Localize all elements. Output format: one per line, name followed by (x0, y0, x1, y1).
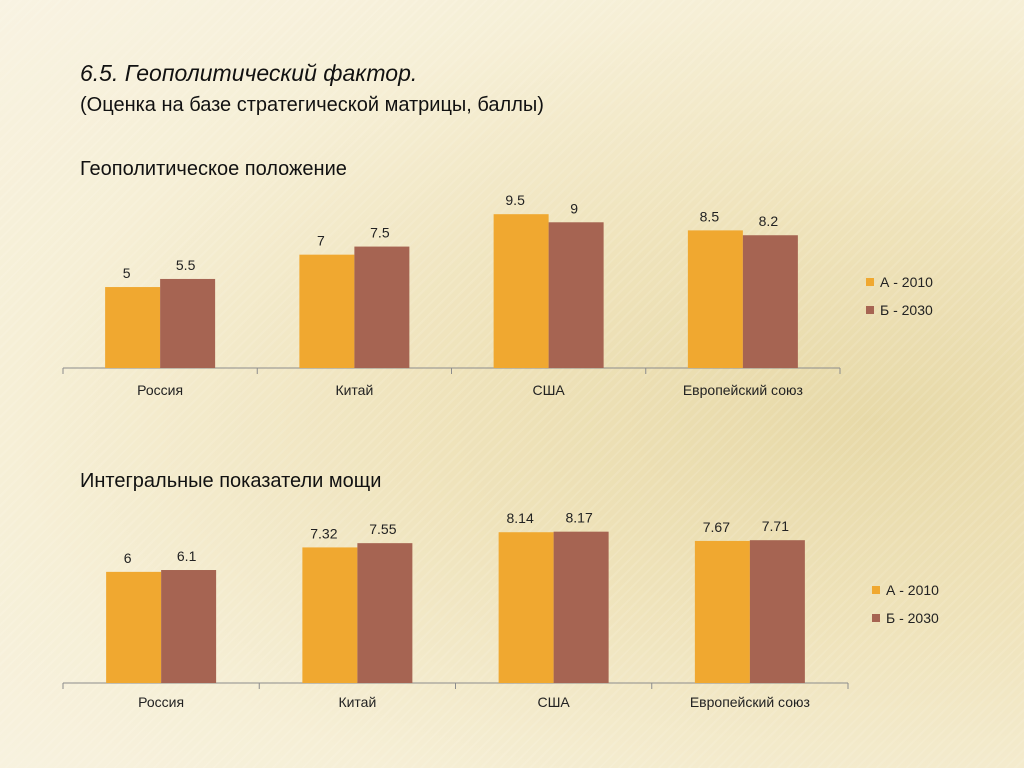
bar-a (694, 540, 750, 683)
category-label: Китай (335, 382, 373, 398)
category-label: Европейский союз (690, 694, 810, 710)
data-label: 9 (570, 200, 578, 216)
bar-b (553, 531, 609, 683)
bar-b (749, 540, 805, 683)
data-label: 8.5 (700, 208, 720, 224)
chart-1-title: Геополитическое положение (80, 158, 347, 180)
data-label: 7 (317, 233, 325, 249)
legend-label-a: А - 2010 (880, 274, 933, 290)
bar-a (687, 230, 743, 368)
data-label: 5.5 (176, 257, 196, 273)
slide-title: 6.5. Геополитический фактор. (80, 60, 418, 86)
legend-label-b: Б - 2030 (886, 610, 939, 626)
legend-item-a: А - 2010 (872, 576, 939, 604)
bar-b (161, 570, 217, 683)
category-label: Россия (137, 382, 183, 398)
legend-swatch-a (872, 586, 880, 594)
bar-a (105, 287, 161, 368)
bar-b (354, 246, 410, 368)
bar-b (357, 543, 413, 683)
data-label: 7.5 (370, 225, 390, 241)
legend-swatch-b (872, 614, 880, 622)
data-label: 6.1 (177, 548, 197, 564)
data-label: 8.14 (507, 510, 534, 526)
bar-b (548, 222, 604, 368)
data-label: 9.5 (505, 192, 525, 208)
data-label: 7.67 (703, 519, 730, 535)
legend-swatch-b (866, 306, 874, 314)
bar-a (299, 254, 355, 368)
legend-item-a: А - 2010 (866, 268, 933, 296)
data-label: 8.2 (759, 213, 779, 229)
bar-a (498, 532, 554, 683)
chart-2-legend: А - 2010 Б - 2030 (872, 576, 939, 632)
category-label: Китай (338, 694, 376, 710)
data-label: 6 (124, 550, 132, 566)
legend-label-b: Б - 2030 (880, 302, 933, 318)
category-label: Европейский союз (683, 382, 803, 398)
legend-item-b: Б - 2030 (866, 296, 933, 324)
legend-swatch-a (866, 278, 874, 286)
slide-subtitle: (Оценка на базе стратегической матрицы, … (80, 94, 544, 116)
bar-a (302, 547, 358, 683)
data-label: 7.32 (310, 525, 337, 541)
category-label: Россия (138, 694, 184, 710)
legend-item-b: Б - 2030 (872, 604, 939, 632)
data-label: 5 (123, 265, 131, 281)
category-label: США (532, 382, 565, 398)
data-label: 7.71 (762, 518, 789, 534)
bar-a (493, 214, 549, 368)
data-label: 7.55 (369, 521, 396, 537)
bar-b (160, 278, 216, 368)
legend-label-a: А - 2010 (886, 582, 939, 598)
bar-b (742, 235, 798, 368)
bar-a (106, 571, 162, 683)
chart-2-title: Интегральные показатели мощи (80, 470, 382, 492)
data-label: 8.17 (566, 510, 593, 526)
chart-1-legend: А - 2010 Б - 2030 (866, 268, 933, 324)
category-label: США (537, 694, 570, 710)
